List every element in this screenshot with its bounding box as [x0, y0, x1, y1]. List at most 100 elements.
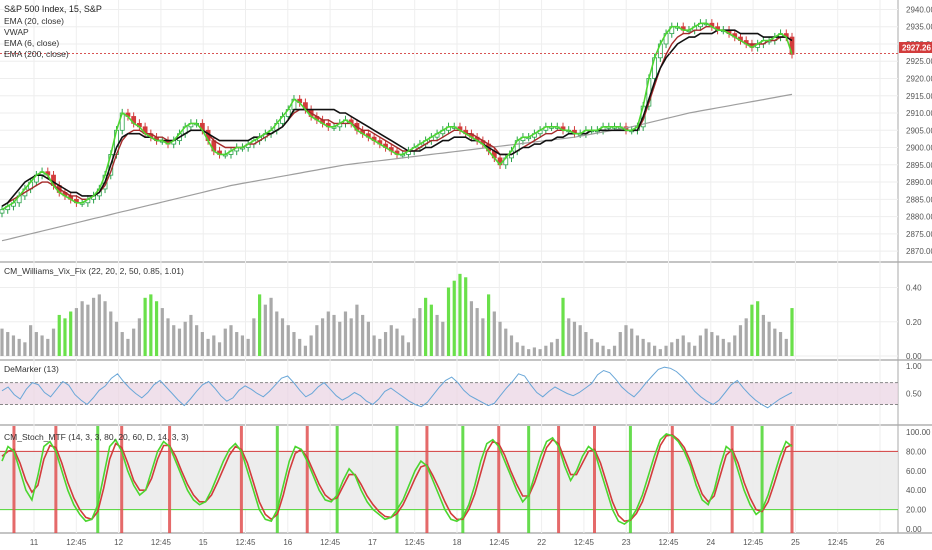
- vix-bar: [687, 342, 691, 356]
- stoch-cross-column: [527, 426, 531, 533]
- vix-bar: [189, 314, 193, 356]
- vix-bar: [263, 304, 267, 356]
- vix-bar: [635, 335, 640, 356]
- y-tick-label: 0.20: [906, 318, 922, 327]
- vix-bar: [778, 332, 783, 356]
- vix-bar: [750, 304, 754, 356]
- vix-bar: [504, 328, 508, 356]
- vix-bar: [212, 335, 216, 356]
- x-tick-label: 12:45: [828, 538, 849, 547]
- vix-bar: [34, 332, 38, 356]
- vix-bar: [383, 332, 388, 356]
- vix-bar: [143, 297, 147, 356]
- legend-ema200: EMA (200, close): [4, 49, 69, 59]
- vix-bar: [109, 311, 113, 356]
- stoch-title: CM_Stoch_MTF (14, 3, 3, 80, 20, 60, D, 1…: [4, 432, 189, 442]
- vix-bar: [521, 345, 525, 356]
- vix-bar: [240, 335, 245, 356]
- vix-bar: [727, 342, 731, 356]
- x-axis[interactable]: 11 12:45 12 12:45 15 12:45 16 12:45 17 12:45 18 12:…: [30, 538, 885, 547]
- vix-bar: [653, 345, 657, 356]
- demarker-panel[interactable]: [0, 366, 898, 409]
- vix-bar: [303, 345, 308, 356]
- vix-bar: [738, 325, 743, 356]
- vix-bar: [63, 318, 67, 356]
- vix-bar: [515, 342, 519, 356]
- vix-bar: [664, 345, 668, 356]
- stoch-cross-column: [168, 426, 172, 533]
- vix-bar: [51, 328, 56, 356]
- vix-bar: [269, 297, 273, 356]
- y-tick-label: 0.50: [906, 390, 922, 399]
- price-panel[interactable]: [0, 19, 898, 242]
- ema200-line: [1, 93, 793, 242]
- vix-bar: [355, 304, 359, 356]
- last-price-label: 2927.26: [902, 44, 931, 53]
- candle-body: [0, 209, 5, 214]
- vix-bar: [784, 338, 788, 356]
- vix-bar: [326, 311, 330, 356]
- ema6-line: [1, 22, 793, 211]
- x-tick-label: 25: [791, 538, 800, 547]
- y-axis[interactable]: 2940.002935.002930.002925.002920.002915.…: [906, 5, 932, 534]
- stoch-cross-column: [730, 426, 734, 533]
- stoch-k-line: [1, 432, 793, 526]
- vix-bar: [183, 321, 187, 356]
- demarker-title: DeMarker (13): [4, 364, 59, 374]
- vix-bar: [17, 338, 21, 356]
- vix-bar: [160, 308, 164, 356]
- y-tick-label: 0.00: [906, 525, 922, 534]
- vix-bar: [366, 321, 370, 356]
- stoch-cross-column: [239, 426, 243, 533]
- stoch-cross-column: [497, 426, 501, 533]
- vix-bar: [710, 332, 714, 356]
- vix-bar: [206, 338, 210, 356]
- vix-bar: [761, 314, 765, 356]
- vix-bar: [601, 345, 605, 356]
- vix-bar: [767, 321, 771, 356]
- vix-bar: [641, 338, 645, 356]
- vix-bar: [418, 308, 422, 356]
- vix-bar: [567, 318, 571, 356]
- vix-fix-panel[interactable]: [0, 273, 794, 356]
- vix-bar: [378, 338, 382, 356]
- vix-bar: [132, 328, 136, 356]
- vix-bar: [29, 325, 33, 356]
- vix-bar: [280, 318, 285, 356]
- stoch-cross-column: [628, 426, 632, 533]
- y-tick-label: 2875.00: [906, 230, 932, 239]
- y-tick-label: 2920.00: [906, 74, 932, 83]
- stoch-panel[interactable]: [0, 426, 898, 533]
- vix-bar: [486, 294, 491, 356]
- y-tick-label: 2900.00: [906, 144, 932, 153]
- vix-bar: [435, 314, 439, 356]
- vix-bar: [446, 287, 451, 356]
- vix-bar: [464, 277, 468, 356]
- vix-bar: [309, 335, 313, 356]
- vix-bar: [555, 338, 559, 356]
- vix-bar: [137, 318, 141, 356]
- vix-bar: [177, 328, 182, 356]
- vix-bar: [11, 335, 16, 356]
- stoch-cross-column: [461, 426, 465, 533]
- vix-bar: [624, 325, 628, 356]
- vix-bar: [389, 325, 393, 356]
- vix-bar: [97, 294, 101, 356]
- x-tick-label: 15: [199, 538, 208, 547]
- vix-bar: [372, 335, 376, 356]
- vix-bar: [578, 325, 582, 356]
- stoch-cross-column: [395, 426, 399, 533]
- vix-bar: [647, 342, 651, 356]
- x-tick-label: 12:45: [66, 538, 87, 547]
- vix-bar: [532, 347, 536, 356]
- vix-bar: [424, 297, 428, 356]
- price-title: S&P 500 Index, 15, S&P: [4, 4, 102, 14]
- vix-bar: [252, 318, 256, 356]
- stoch-cross-column: [12, 426, 16, 533]
- y-tick-label: 2910.00: [906, 109, 932, 118]
- legend-vwap: VWAP: [4, 27, 29, 37]
- stoch-cross-column: [760, 426, 764, 533]
- vix-bar: [223, 328, 227, 356]
- vix-bar: [715, 335, 720, 356]
